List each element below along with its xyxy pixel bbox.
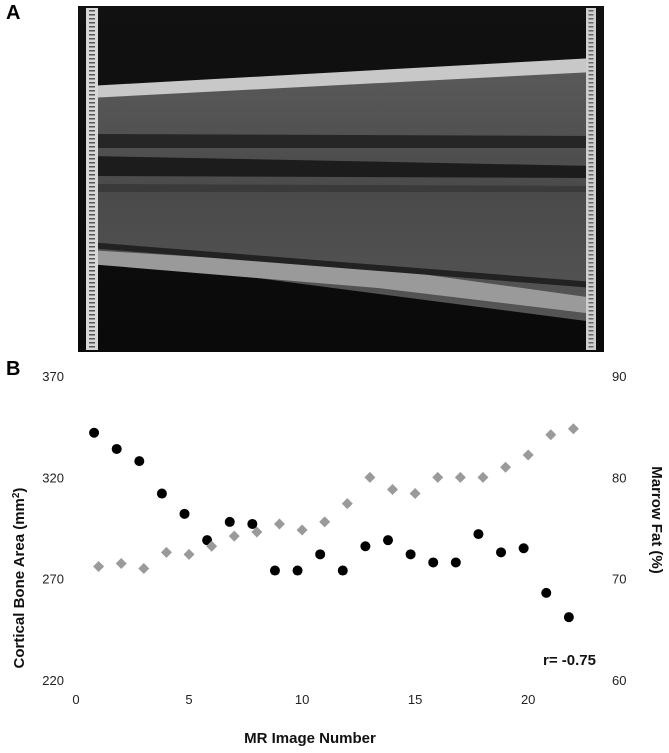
series-1-point-2 — [138, 563, 150, 575]
series-1-point-18 — [500, 461, 512, 473]
y-left-axis-title-sup: 2 — [11, 492, 22, 498]
series-0-point-13 — [383, 535, 393, 546]
y-right-tick-0: 60 — [612, 673, 626, 688]
y-left-tick-labels: 220 270 320 370 — [42, 369, 64, 688]
dark-band-1 — [88, 134, 594, 148]
series-0-point-1 — [111, 443, 122, 454]
y-left-axis-title-main: Cortical Bone Area (mm — [11, 498, 28, 668]
series-0-point-19 — [518, 543, 529, 554]
x-tick-3: 15 — [408, 692, 422, 707]
x-axis-title: MR Image Number — [244, 730, 376, 747]
x-tick-0: 0 — [72, 692, 79, 707]
series-1-point-9 — [296, 524, 308, 536]
series-0-point-4 — [179, 508, 190, 519]
series-0-point-17 — [473, 529, 484, 540]
series-0-point-9 — [292, 565, 303, 576]
series-1-point-6 — [228, 530, 240, 542]
y-right-axis-title: Marrow Fat (%) — [648, 466, 665, 574]
series-0-point-8 — [269, 565, 280, 576]
data-points — [89, 423, 579, 623]
series-1-point-14 — [409, 488, 421, 500]
series-1-point-11 — [341, 498, 353, 510]
y-left-tick-2: 320 — [42, 470, 64, 485]
panel-label-a: A — [6, 2, 21, 24]
y-left-axis-title: Cortical Bone Area (mm2) — [11, 488, 29, 669]
series-1-point-16 — [454, 471, 466, 483]
mr-image — [78, 6, 604, 352]
series-1-point-21 — [567, 423, 579, 435]
dark-band-2 — [88, 156, 594, 178]
series-1-point-3 — [160, 546, 172, 558]
series-0-point-2 — [134, 456, 145, 467]
y-right-tick-2: 80 — [612, 470, 626, 485]
series-0-point-12 — [360, 541, 371, 552]
series-1-point-15 — [432, 471, 444, 483]
y-right-tick-1: 70 — [612, 572, 626, 587]
x-tick-labels: 0 5 10 15 20 — [72, 692, 535, 707]
x-tick-2: 10 — [295, 692, 309, 707]
series-0-point-14 — [405, 549, 416, 560]
series-1-point-20 — [545, 429, 557, 441]
series-1-point-10 — [319, 516, 331, 528]
series-1-point-19 — [522, 449, 534, 461]
y-right-tick-labels: 60 70 80 90 — [612, 369, 626, 688]
series-0-point-5 — [202, 535, 213, 546]
y-left-tick-1: 270 — [42, 572, 64, 587]
series-1-point-4 — [183, 548, 195, 560]
series-0-point-20 — [541, 587, 552, 598]
series-1-point-13 — [387, 483, 399, 495]
dark-band-3 — [88, 184, 594, 192]
panel-label-b: B — [6, 358, 21, 380]
series-0-point-15 — [428, 557, 439, 568]
series-0-point-6 — [224, 516, 235, 527]
series-0-point-11 — [337, 565, 348, 576]
x-tick-1: 5 — [185, 692, 192, 707]
series-1-point-8 — [273, 518, 285, 530]
correlation-annotation: r= -0.75 — [543, 652, 596, 669]
series-1-point-0 — [93, 561, 105, 573]
cortex-top — [88, 58, 594, 98]
series-0-point-10 — [315, 549, 326, 560]
y-left-tick-0: 220 — [42, 673, 64, 688]
y-right-tick-3: 90 — [612, 369, 626, 384]
series-1-point-17 — [477, 471, 489, 483]
scatter-chart: 220 270 320 370 60 70 80 90 0 5 10 15 20 MR Image … — [11, 369, 666, 747]
series-0-point-21 — [563, 612, 574, 623]
series-1-point-5 — [206, 540, 218, 552]
series-1-point-12 — [364, 471, 376, 483]
series-0-point-18 — [496, 547, 507, 558]
series-0-point-16 — [450, 557, 461, 568]
series-0-point-3 — [156, 488, 167, 499]
y-left-tick-3: 370 — [42, 369, 64, 384]
x-tick-4: 20 — [521, 692, 535, 707]
dark-band-4 — [88, 242, 594, 288]
series-1-point-7 — [251, 526, 263, 538]
y-left-axis-title-end: ) — [11, 488, 28, 493]
series-1-point-1 — [115, 557, 127, 569]
cortex-bottom — [88, 250, 594, 314]
series-0-point-7 — [247, 518, 258, 529]
series-0-point-0 — [89, 427, 100, 438]
